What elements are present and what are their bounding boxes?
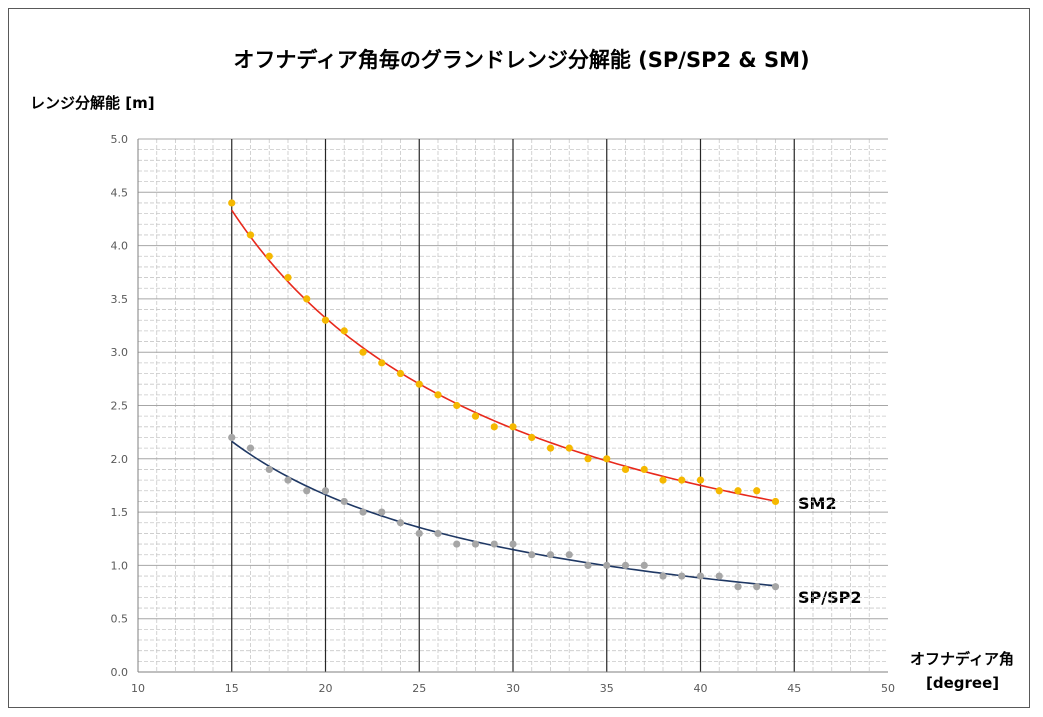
y-tick-label: 0.0 bbox=[111, 666, 129, 679]
data-point-sm2 bbox=[246, 231, 255, 239]
data-points bbox=[228, 199, 780, 591]
data-point-sp-sp2 bbox=[396, 519, 405, 527]
x-axis-label: オフナディア角 bbox=[910, 650, 1014, 668]
data-point-sm2 bbox=[546, 444, 555, 452]
x-tick-label: 45 bbox=[787, 682, 801, 695]
data-point-sm2 bbox=[565, 444, 573, 452]
chart-title: オフナディア角毎のグランドレンジ分解能 (SP/SP2 & SM) bbox=[233, 48, 810, 72]
data-point-sm2 bbox=[453, 401, 461, 410]
data-point-sp-sp2 bbox=[753, 583, 761, 591]
tick-labels: 0.0 0.5 1.0 1.5 2.0 2.5 3.0 3.5 4.0 4.5 5.0 10 15 20 2… bbox=[111, 133, 896, 695]
y-tick-label: 5.0 bbox=[111, 133, 129, 146]
x-tick-label: 10 bbox=[131, 682, 145, 695]
data-point-sp-sp2 bbox=[603, 561, 611, 570]
x-tick-label: 40 bbox=[694, 682, 708, 695]
data-point-sm2 bbox=[753, 487, 761, 495]
y-tick-label: 4.0 bbox=[111, 240, 129, 253]
data-point-sp-sp2 bbox=[678, 572, 686, 580]
data-point-sp-sp2 bbox=[284, 476, 292, 484]
data-point-sm2 bbox=[696, 476, 705, 484]
data-point-sp-sp2 bbox=[340, 497, 348, 506]
data-point-sm2 bbox=[396, 369, 405, 378]
data-point-sp-sp2 bbox=[715, 572, 723, 580]
data-point-sm2 bbox=[603, 455, 611, 463]
data-point-sm2 bbox=[490, 423, 498, 431]
data-point-sp-sp2 bbox=[659, 572, 667, 580]
chart-frame bbox=[8, 8, 1030, 708]
trend-lines bbox=[231, 209, 776, 587]
x-tick-label: 50 bbox=[881, 682, 895, 695]
data-point-sm2 bbox=[228, 199, 236, 207]
x-tick-label: 25 bbox=[412, 682, 426, 695]
data-point-sm2 bbox=[584, 455, 592, 463]
data-point-sp-sp2 bbox=[771, 583, 780, 591]
data-point-sm2 bbox=[771, 497, 780, 506]
trend-line-sp-sp2 bbox=[231, 440, 776, 587]
data-point-sm2 bbox=[509, 423, 517, 431]
data-point-sp-sp2 bbox=[584, 561, 592, 570]
data-point-sp-sp2 bbox=[621, 561, 630, 570]
data-point-sm2 bbox=[321, 316, 330, 324]
axes bbox=[137, 139, 888, 673]
data-point-sp-sp2 bbox=[265, 465, 273, 474]
trend-line-sm2 bbox=[231, 209, 776, 502]
x-tick-label: 15 bbox=[225, 682, 239, 695]
y-tick-label: 4.5 bbox=[111, 186, 129, 199]
data-point-sp-sp2 bbox=[415, 529, 423, 538]
data-point-sp-sp2 bbox=[228, 433, 236, 442]
data-point-sm2 bbox=[640, 465, 648, 474]
data-point-sp-sp2 bbox=[321, 487, 330, 495]
y-axis-label: レンジ分解能 [m] bbox=[30, 94, 155, 112]
data-point-sp-sp2 bbox=[246, 444, 255, 452]
data-point-sm2 bbox=[659, 476, 667, 484]
data-point-sm2 bbox=[303, 295, 311, 303]
y-tick-label: 3.0 bbox=[111, 346, 129, 359]
data-point-sm2 bbox=[734, 487, 742, 495]
y-tick-label: 3.5 bbox=[111, 293, 129, 306]
data-point-sm2 bbox=[415, 380, 423, 388]
data-point-sp-sp2 bbox=[640, 561, 648, 570]
data-point-sm2 bbox=[265, 252, 273, 260]
data-point-sm2 bbox=[715, 487, 723, 495]
data-point-sm2 bbox=[621, 465, 630, 474]
x-axis-unit: [degree] bbox=[926, 674, 1000, 692]
data-point-sp-sp2 bbox=[528, 551, 536, 559]
major-gridlines bbox=[138, 138, 888, 672]
data-point-sp-sp2 bbox=[565, 551, 573, 559]
x-tick-label: 20 bbox=[319, 682, 333, 695]
data-point-sp-sp2 bbox=[453, 540, 461, 548]
data-point-sm2 bbox=[434, 391, 442, 399]
data-point-sp-sp2 bbox=[471, 540, 480, 548]
data-point-sp-sp2 bbox=[734, 583, 742, 591]
y-tick-label: 1.5 bbox=[111, 506, 129, 519]
data-point-sp-sp2 bbox=[359, 508, 367, 516]
data-point-sm2 bbox=[528, 433, 536, 442]
data-point-sp-sp2 bbox=[303, 487, 311, 495]
data-point-sm2 bbox=[471, 412, 480, 420]
data-point-sm2 bbox=[284, 273, 292, 282]
data-point-sp-sp2 bbox=[546, 551, 555, 559]
y-tick-label: 0.5 bbox=[111, 613, 129, 626]
data-point-sp-sp2 bbox=[696, 572, 705, 580]
data-point-sp-sp2 bbox=[434, 529, 442, 538]
y-tick-label: 1.0 bbox=[111, 559, 129, 572]
data-point-sm2 bbox=[378, 359, 386, 367]
y-tick-label: 2.0 bbox=[111, 453, 129, 466]
data-point-sm2 bbox=[678, 476, 686, 484]
data-point-sm2 bbox=[340, 327, 348, 335]
series-label-sm2: SM2 bbox=[798, 494, 837, 513]
y-tick-label: 2.5 bbox=[111, 400, 129, 413]
x-tick-label: 35 bbox=[600, 682, 614, 695]
data-point-sp-sp2 bbox=[509, 540, 517, 548]
x-tick-label: 30 bbox=[506, 682, 520, 695]
data-point-sp-sp2 bbox=[378, 508, 386, 516]
data-point-sm2 bbox=[359, 348, 367, 356]
data-point-sp-sp2 bbox=[490, 540, 498, 548]
